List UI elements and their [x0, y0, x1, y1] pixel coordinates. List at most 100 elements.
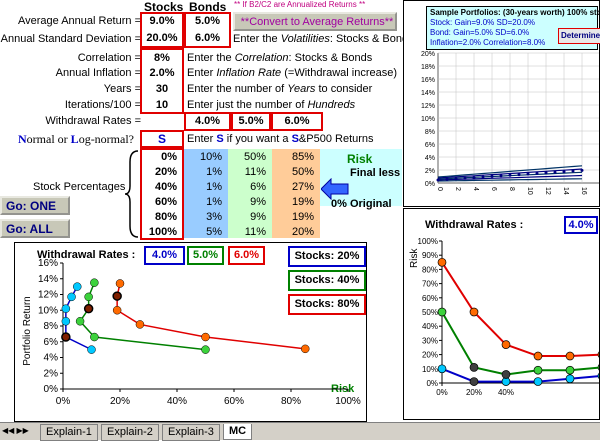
sample-marker [436, 178, 440, 182]
y-tick-label: 8% [425, 129, 435, 136]
data-point [67, 292, 76, 302]
y-tick-label: 30% [422, 336, 438, 345]
y-tick-label: 80% [422, 265, 438, 274]
iterations-cell[interactable]: 10 [155, 99, 169, 111]
risk-point [437, 257, 447, 267]
x-tick-label: 100% [335, 396, 361, 407]
withdrawal-rate-3[interactable]: 6.0% [284, 115, 310, 127]
risk-6pct-cell: 50% [291, 166, 314, 178]
annualized-note: ** If B2/C2 are Annualized Returns ** [234, 0, 366, 9]
stock-pct-cell[interactable]: 40% [154, 181, 177, 193]
determine-button[interactable]: Determine [558, 28, 600, 44]
stock-pct-cell[interactable]: 100% [148, 226, 177, 238]
risk-4pct-cell: 5% [206, 226, 222, 238]
x-tick-label: 0 [436, 187, 443, 191]
risk-point [597, 351, 599, 358]
y-tick-label: 70% [422, 280, 438, 289]
y-tick-label: 50% [422, 308, 438, 317]
x-tick-label: 20% [466, 388, 482, 397]
sample-marker [481, 175, 485, 179]
tab-explain-3[interactable]: Explain-3 [162, 424, 220, 441]
infl-instruction: Enter Inflation Rate (=Withdrawal increa… [187, 67, 398, 79]
inflation-cell[interactable]: 2.0% [149, 67, 175, 79]
x-tick-label: 0% [436, 388, 448, 397]
risk-point [565, 351, 575, 361]
sample-path [437, 178, 583, 182]
x-tick-label: 0% [56, 396, 71, 407]
x-tick-label: 6 [490, 187, 497, 191]
main-rate-4: 4.0% [144, 246, 185, 265]
risk-4pct-cell: 10% [199, 151, 222, 163]
x-tick-label: 8 [508, 187, 515, 191]
tab-mc[interactable]: MC [223, 424, 253, 440]
x-tick-label: 40% [167, 396, 187, 407]
withdrawal-rate-3-box [271, 112, 323, 131]
y-tick-label: 4% [44, 353, 59, 364]
main-rate-5: 5.0% [187, 246, 224, 265]
data-point [135, 320, 145, 329]
inflation-label: Annual Inflation = [55, 67, 141, 79]
risk-6pct-cell: 19% [291, 211, 314, 223]
iter-instruction: Enter just the number of Hundreds [187, 99, 356, 111]
tab-explain-1[interactable]: Explain-1 [40, 424, 98, 441]
sample-path [437, 174, 583, 181]
sample-marker [553, 170, 557, 174]
data-point [201, 345, 210, 354]
y-tick-label: 20% [422, 351, 438, 360]
sample-marker [499, 174, 503, 178]
x-tick-label: 60% [224, 396, 244, 407]
series-line-6.0% [116, 283, 306, 350]
risk-panel-bg [320, 149, 402, 206]
data-point [83, 303, 94, 314]
y-tick-label: 0% [425, 181, 435, 188]
tab-nav-arrows[interactable]: ◀◀ ▶▶ [2, 426, 29, 435]
data-point [61, 317, 71, 326]
go-one-button[interactable]: Go: ONE [0, 196, 70, 215]
stock-return-cell[interactable]: 9.0% [149, 15, 175, 27]
top-right-chart-plot: 0% 2% 4% 6% 8% 10% 12% 14% 16% 18% 20% 0 2 4 6 8 10 12 14 1… [421, 51, 599, 195]
y-tick-label: 6% [44, 337, 59, 348]
withdrawal-rate-2[interactable]: 5.0% [238, 115, 264, 127]
bond-return-cell[interactable]: 5.0% [194, 15, 221, 27]
correlation-cell[interactable]: 8% [154, 52, 170, 64]
avg-return-label: Average Annual Return = [17, 15, 141, 27]
risk-point [597, 364, 599, 371]
stock-pct-cell[interactable]: 0% [161, 151, 177, 163]
risk-5pct-cell: 9% [250, 196, 266, 208]
risk-point [565, 374, 575, 384]
bond-sd-cell[interactable]: 6.0% [194, 32, 221, 44]
y-tick-label: 2% [44, 368, 59, 379]
legend-stocks-20: Stocks: 20% [288, 246, 366, 267]
legend-stocks-80: Stocks: 80% [288, 294, 366, 315]
y-tick-label: 16% [38, 258, 58, 269]
risk-5pct-cell: 50% [243, 151, 266, 163]
arrow-left-icon [321, 178, 349, 200]
sample-marker [508, 173, 512, 177]
go-all-button[interactable]: Go: ALL [0, 219, 70, 238]
sample-line4: Inflation=2.0% Correlation=8.0% [430, 38, 546, 47]
series-line-5.0% [79, 282, 206, 351]
data-point [61, 304, 71, 313]
main-chart-plot: 0% 2% 4% 6% 8% 10% 12% 14% 16% 0% 20% 40% 60% 80% 100% [38, 258, 361, 407]
convert-to-average-button[interactable]: **Convert to Average Returns** [233, 12, 397, 31]
y-tick-label: 0% [426, 379, 438, 388]
data-point [61, 332, 71, 342]
withdrawal-rate-1[interactable]: 4.0% [194, 115, 221, 127]
stock-pct-cell[interactable]: 20% [154, 166, 177, 178]
years-cell[interactable]: 30 [155, 83, 169, 95]
x-tick-label: 20% [110, 396, 130, 407]
y-tick-label: 12% [421, 103, 435, 110]
tab-explain-2[interactable]: Explain-2 [101, 424, 159, 441]
risk-5pct-cell: 6% [250, 181, 266, 193]
x-tick-label: 4 [472, 187, 479, 191]
stock-pct-cell[interactable]: 60% [154, 196, 177, 208]
risk-point [469, 363, 479, 372]
normal-log-cell[interactable]: S [157, 132, 166, 146]
stock-sd-cell[interactable]: 20.0% [146, 32, 178, 44]
years-label: Years = [103, 83, 141, 95]
sample-path [437, 165, 583, 178]
right-risk-chart [403, 208, 600, 420]
stock-pct-cell[interactable]: 80% [154, 211, 177, 223]
y-tick-label: 18% [421, 64, 435, 71]
risk-point [469, 307, 479, 317]
